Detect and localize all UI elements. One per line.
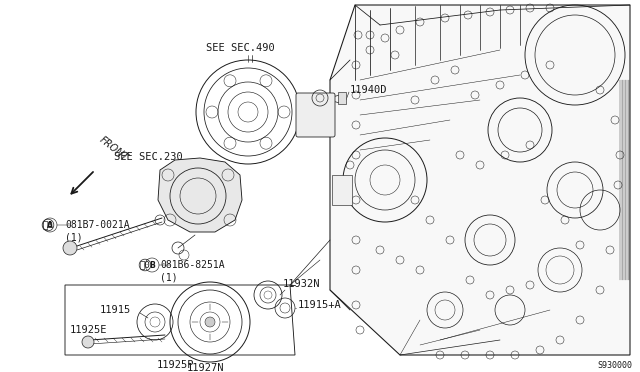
Bar bbox=[332, 175, 352, 205]
Text: (1): (1) bbox=[160, 273, 178, 283]
Text: 11925P: 11925P bbox=[156, 360, 194, 370]
Circle shape bbox=[205, 317, 215, 327]
Text: 11940D: 11940D bbox=[350, 85, 387, 95]
Polygon shape bbox=[65, 285, 295, 355]
Text: SEE SEC.490: SEE SEC.490 bbox=[205, 43, 275, 53]
Text: ⑀0: ⑀0 bbox=[43, 221, 53, 230]
Text: SEE SEC.230: SEE SEC.230 bbox=[114, 152, 182, 162]
Text: 081B6-8251A: 081B6-8251A bbox=[160, 260, 225, 270]
Text: ⑀0: ⑀0 bbox=[140, 260, 150, 269]
Text: 11932N: 11932N bbox=[283, 279, 321, 289]
Circle shape bbox=[82, 336, 94, 348]
Polygon shape bbox=[158, 158, 242, 232]
Text: 11915: 11915 bbox=[99, 305, 131, 315]
Text: 11927N: 11927N bbox=[186, 363, 224, 372]
Text: 081B7-0021A: 081B7-0021A bbox=[65, 220, 130, 230]
FancyBboxPatch shape bbox=[296, 93, 335, 137]
Text: B: B bbox=[149, 260, 155, 269]
Text: A: A bbox=[47, 221, 53, 230]
Bar bbox=[338, 92, 346, 104]
Polygon shape bbox=[330, 5, 630, 355]
Circle shape bbox=[63, 241, 77, 255]
Text: S930000: S930000 bbox=[597, 360, 632, 369]
Text: 11915+A: 11915+A bbox=[298, 300, 342, 310]
Text: FRONT: FRONT bbox=[98, 135, 131, 163]
Text: 11925E: 11925E bbox=[70, 325, 108, 335]
Text: (1): (1) bbox=[65, 233, 83, 243]
